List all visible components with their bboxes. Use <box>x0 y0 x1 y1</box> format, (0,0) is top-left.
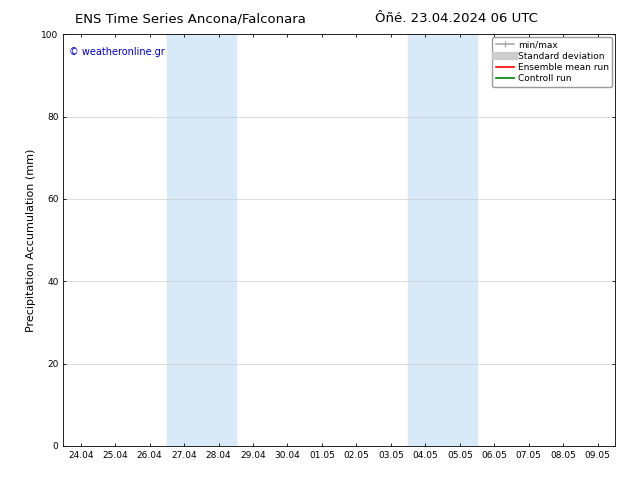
Legend: min/max, Standard deviation, Ensemble mean run, Controll run: min/max, Standard deviation, Ensemble me… <box>493 37 612 87</box>
Text: Ôñé. 23.04.2024 06 UTC: Ôñé. 23.04.2024 06 UTC <box>375 12 538 25</box>
Bar <box>408 34 477 446</box>
Text: ENS Time Series Ancona/Falconara: ENS Time Series Ancona/Falconara <box>75 12 306 25</box>
Y-axis label: Precipitation Accumulation (mm): Precipitation Accumulation (mm) <box>26 148 36 332</box>
Bar <box>167 34 236 446</box>
Text: © weatheronline.gr: © weatheronline.gr <box>69 47 165 57</box>
